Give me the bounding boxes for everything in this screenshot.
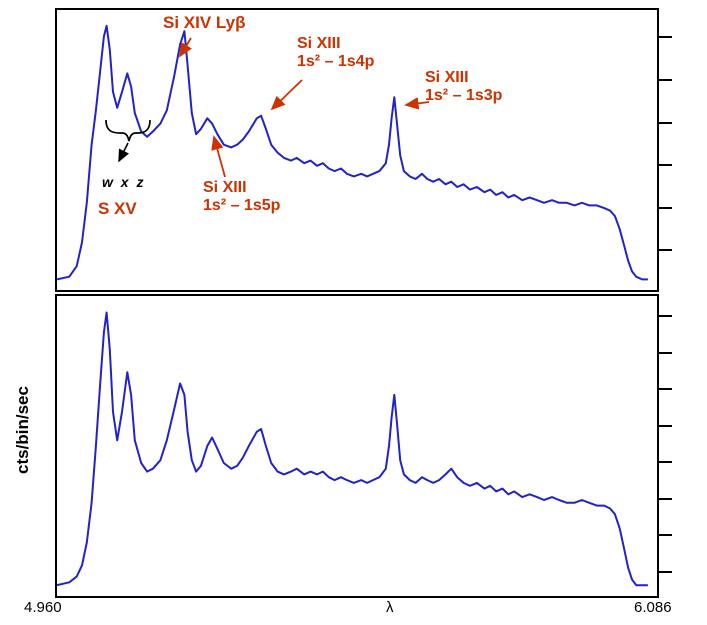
axis-tick xyxy=(659,351,672,354)
annotation-arrow-lyb xyxy=(179,37,192,58)
bottom-spectrum-panel xyxy=(55,294,659,598)
axis-tick xyxy=(659,424,672,427)
annotation-text: 1s² – 1s5p xyxy=(203,196,281,214)
annotation-text: Si XIV Lyβ xyxy=(163,13,246,32)
annotation-si-xiii-1s3p: Si XIII 1s² – 1s3p xyxy=(425,69,502,105)
spectrum-line xyxy=(57,311,648,587)
annotation-text: S XV xyxy=(98,199,137,218)
axis-tick xyxy=(659,36,672,39)
axis-tick xyxy=(659,249,672,252)
axis-tick xyxy=(659,206,672,209)
x-max-label: 6.086 xyxy=(634,599,672,616)
axis-tick xyxy=(659,497,672,500)
axis-tick xyxy=(659,388,672,391)
right-ticks-top xyxy=(659,8,672,292)
axis-tick xyxy=(659,534,672,537)
annotation-text: Si XIII xyxy=(203,179,247,196)
bottom-spectrum-chart xyxy=(57,311,648,587)
annotation-arrow-1s3p xyxy=(404,97,430,110)
annotation-text: Si XIII xyxy=(297,35,341,52)
axis-tick xyxy=(659,315,672,318)
annotation-w-x-z: w x z xyxy=(102,174,146,191)
top-spectrum-chart xyxy=(57,24,648,281)
annotation-arrow-1s4p xyxy=(270,79,303,111)
x-axis-symbol: λ xyxy=(386,599,394,616)
axis-tick xyxy=(659,121,672,124)
annotation-text: Si XIII xyxy=(425,69,469,86)
axis-tick xyxy=(659,570,672,573)
y-axis-label: cts/bin/sec xyxy=(13,386,32,474)
annotation-si-xiv-lyb: Si XIV Lyβ xyxy=(163,13,246,32)
annotation-text: 1s² – 1s4p xyxy=(297,52,375,70)
annotation-text: w x z xyxy=(102,174,146,190)
brace-s-xv-lines xyxy=(105,119,151,142)
axis-tick xyxy=(659,79,672,81)
brace-pointer-arrow xyxy=(118,142,130,163)
annotation-arrow-1s5p xyxy=(211,135,226,178)
top-spectrum-panel: Si XIV Lyβ Si XIII 1s² – 1s4p Si XIII 1s… xyxy=(55,8,659,292)
annotation-text: 1s² – 1s3p xyxy=(425,86,503,104)
axis-tick xyxy=(659,461,672,464)
x-min-label: 4.960 xyxy=(24,599,62,616)
annotation-si-xiii-1s5p: Si XIII 1s² – 1s5p xyxy=(203,179,280,215)
axis-tick xyxy=(659,164,672,167)
annotation-si-xiii-1s4p: Si XIII 1s² – 1s4p xyxy=(297,35,374,71)
annotation-s-xv: S XV xyxy=(98,199,137,218)
right-ticks-bottom xyxy=(659,294,672,598)
